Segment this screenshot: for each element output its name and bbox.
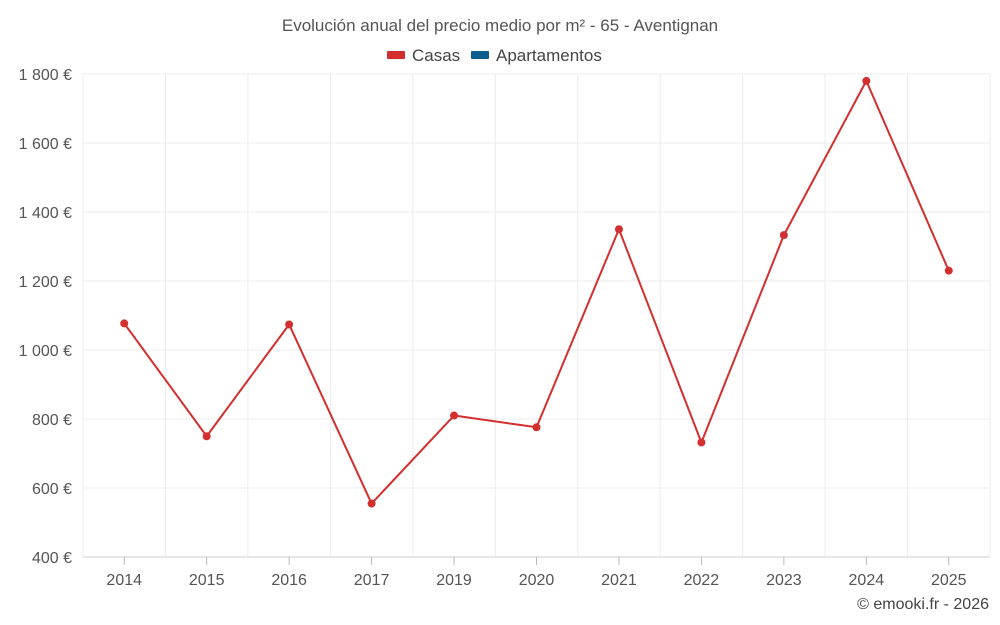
legend-label-casas: Casas <box>412 46 460 65</box>
x-tick-label: 2024 <box>849 572 885 589</box>
data-point-casas-2021[interactable] <box>614 225 623 234</box>
legend-item-apartamentos[interactable]: Apartamentos <box>471 46 602 65</box>
data-point-casas-2022[interactable] <box>697 438 706 447</box>
data-point-casas-2023[interactable] <box>779 231 788 240</box>
x-tick-label: 2021 <box>601 572 637 589</box>
x-axis: 2014 2015 2016 2017 2019 2020 2021 2022 2023 2024… <box>106 557 967 589</box>
data-point-casas-2017[interactable] <box>367 499 376 508</box>
data-point-casas-2015[interactable] <box>202 432 211 441</box>
data-point-casas-2016[interactable] <box>285 320 294 329</box>
data-point-casas-2014[interactable] <box>120 319 129 328</box>
data-point-casas-2024[interactable] <box>862 76 871 85</box>
y-tick-label: 1 200 € <box>19 274 72 291</box>
legend-swatch-casas <box>387 51 405 59</box>
x-tick-label: 2015 <box>189 572 225 589</box>
legend: Casas Apartamentos <box>387 46 602 65</box>
y-tick-label: 1 600 € <box>19 136 72 153</box>
x-tick-label: 2025 <box>931 572 967 589</box>
x-tick-label: 2017 <box>354 572 390 589</box>
chart-title: Evolución anual del precio medio por m² … <box>282 16 718 35</box>
x-tick-label: 2020 <box>519 572 555 589</box>
data-point-casas-2019[interactable] <box>450 411 459 420</box>
legend-swatch-apartamentos <box>471 51 489 59</box>
y-tick-label: 1 800 € <box>19 67 72 84</box>
series-casas <box>120 76 953 508</box>
x-tick-label: 2022 <box>684 572 720 589</box>
y-tick-label: 400 € <box>32 550 72 567</box>
x-tick-label: 2014 <box>106 572 142 589</box>
data-point-casas-2020[interactable] <box>532 423 541 432</box>
y-tick-label: 1 400 € <box>19 205 72 222</box>
legend-item-casas[interactable]: Casas <box>387 46 460 65</box>
legend-label-apartamentos: Apartamentos <box>496 46 602 65</box>
x-tick-label: 2016 <box>271 572 307 589</box>
y-axis: 400 € 600 € 800 € 1 000 € 1 200 € 1 400 € 1 60… <box>19 67 72 567</box>
x-tick-label: 2023 <box>766 572 802 589</box>
x-tick-label: 2019 <box>436 572 472 589</box>
data-point-casas-2025[interactable] <box>944 266 953 275</box>
y-tick-label: 800 € <box>32 412 72 429</box>
y-tick-label: 600 € <box>32 481 72 498</box>
grid <box>82 73 991 558</box>
credit-text: © emooki.fr - 2026 <box>857 596 989 613</box>
y-tick-label: 1 000 € <box>19 343 72 360</box>
